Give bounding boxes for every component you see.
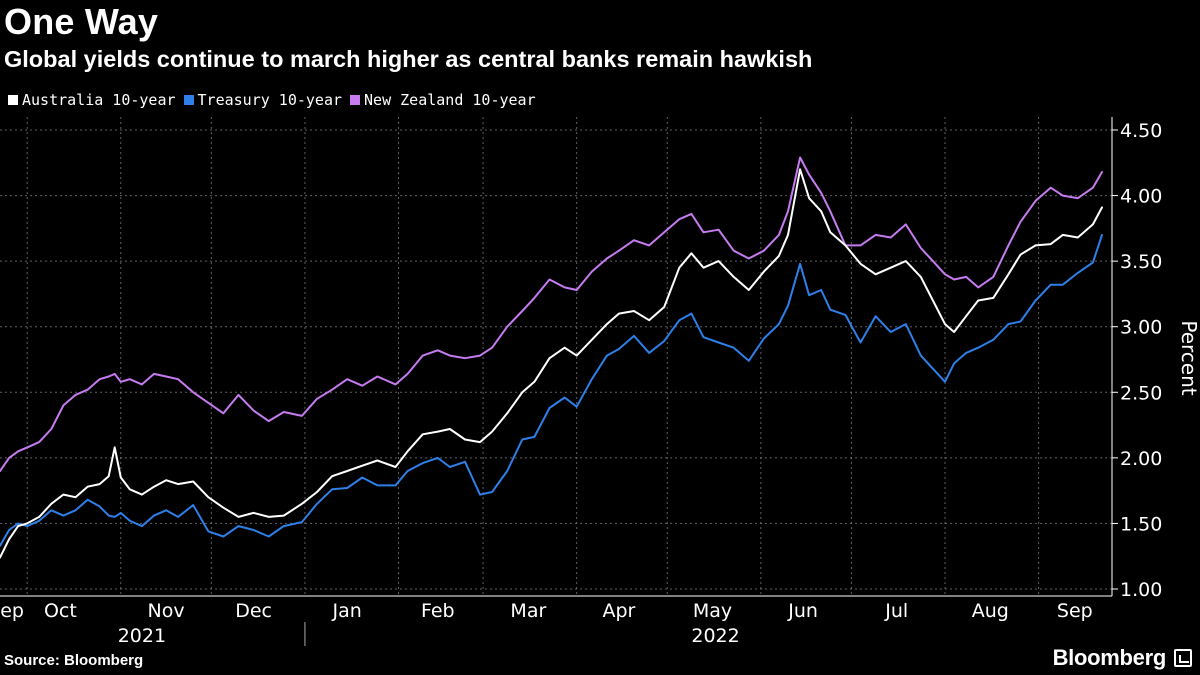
x-year-label: 2021 — [118, 625, 166, 647]
x-tick-label: Oct — [44, 600, 77, 622]
x-tick-label: May — [693, 600, 732, 622]
y-tick-label: 3.00 — [1120, 317, 1162, 339]
x-tick-label: Dec — [235, 600, 272, 622]
x-tick-label: Mar — [510, 600, 546, 622]
legend-item-australia: Australia 10-year — [8, 91, 176, 109]
legend-item-treasury: Treasury 10-year — [183, 91, 343, 109]
legend-item-new-zealand: New Zealand 10-year — [350, 91, 536, 109]
source-note: Source: Bloomberg — [4, 652, 144, 669]
chart-legend: Australia 10-year Treasury 10-year New Z… — [8, 89, 544, 111]
x-tick-label: Feb — [421, 600, 455, 622]
y-tick-label: 4.50 — [1120, 120, 1162, 142]
x-tick-label: Sep — [1057, 600, 1093, 622]
series-line-new-zealand — [0, 156, 1103, 472]
y-tick-label: 1.50 — [1120, 513, 1162, 535]
x-tick-label: Nov — [148, 600, 185, 622]
bloomberg-terminal-icon — [1174, 649, 1192, 667]
y-axis-label: Percent — [1177, 320, 1200, 395]
x-tick-label: Sep — [0, 600, 24, 622]
brand-name: Bloomberg — [1052, 645, 1167, 670]
x-tick-label: Jul — [884, 600, 908, 622]
chart-title: One Way — [4, 1, 159, 42]
chart-subtitle: Global yields continue to march higher a… — [4, 46, 813, 72]
y-tick-label: 1.00 — [1120, 579, 1162, 601]
x-tick-label: Aug — [972, 600, 1009, 622]
y-tick-label: 4.00 — [1120, 186, 1162, 208]
legend-swatch-new-zealand — [350, 95, 361, 105]
x-tick-label: Apr — [602, 600, 635, 622]
series-line-treasury — [0, 233, 1103, 547]
bloomberg-logo: Bloomberg — [1053, 645, 1192, 671]
x-tick-label: Jan — [332, 600, 362, 622]
y-tick-label: 2.50 — [1120, 382, 1162, 404]
legend-swatch-australia — [8, 95, 18, 105]
legend-swatch-treasury — [183, 95, 194, 105]
legend-label-australia: Australia 10-year — [22, 91, 176, 109]
x-tick-label: Jun — [787, 600, 818, 622]
legend-label-new-zealand: New Zealand 10-year — [364, 91, 536, 109]
y-tick-label: 2.00 — [1120, 448, 1162, 470]
y-tick-label: 3.50 — [1120, 251, 1162, 273]
series-line-australia — [0, 168, 1103, 559]
x-year-label: 2022 — [691, 625, 739, 647]
legend-label-treasury: Treasury 10-year — [197, 91, 343, 109]
